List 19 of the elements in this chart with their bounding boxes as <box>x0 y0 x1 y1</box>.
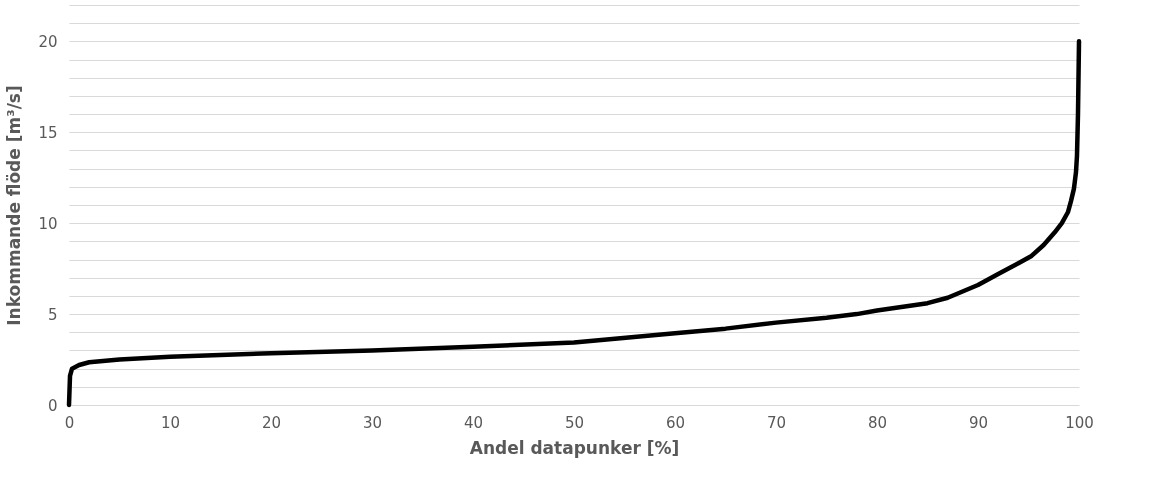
x-tick-label: 70 <box>766 413 787 432</box>
line-series <box>66 39 1082 408</box>
y-tick-label: 15 <box>38 123 58 142</box>
x-tick-label: 0 <box>64 413 75 432</box>
x-tick-label: 20 <box>261 413 282 432</box>
x-tick-label: 40 <box>463 413 484 432</box>
x-tick-label: 10 <box>160 413 181 432</box>
x-tick-label: 30 <box>362 413 383 432</box>
x-tick-label: 90 <box>968 413 989 432</box>
x-tick-label: 80 <box>867 413 888 432</box>
y-tick-label: 5 <box>47 305 58 324</box>
x-tick-label: 50 <box>564 413 585 432</box>
x-tick-label: 100 <box>1065 413 1094 432</box>
y-tick-label: 10 <box>38 214 58 233</box>
y-tick-label: 0 <box>47 396 58 415</box>
x-axis-title: Andel datapunker [%] <box>469 437 680 458</box>
y-tick-label: 20 <box>38 32 58 51</box>
x-tick-label: 60 <box>665 413 686 432</box>
y-axis-title: Inkommande flöde [m³/s] <box>4 85 25 326</box>
